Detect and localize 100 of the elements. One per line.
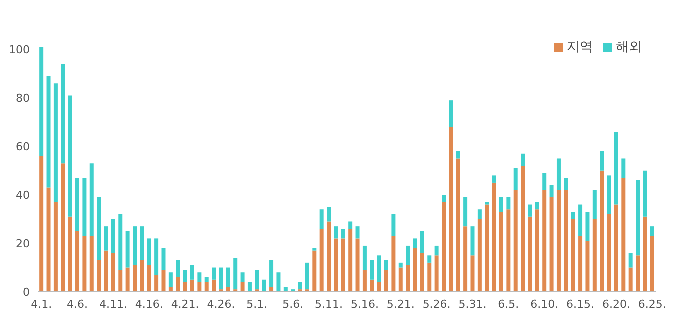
bar — [362, 270, 367, 292]
x-tick-label: 6.5. — [498, 298, 520, 311]
bar — [162, 270, 166, 292]
bar — [61, 64, 66, 164]
bar — [176, 260, 180, 278]
bar — [564, 190, 568, 292]
bar — [226, 287, 230, 292]
y-tick-label: 80 — [16, 92, 30, 106]
bar — [614, 204, 618, 292]
bar — [40, 47, 44, 156]
bar — [204, 277, 209, 282]
bar — [420, 253, 424, 292]
bar — [320, 210, 324, 229]
bar — [442, 202, 446, 292]
bar — [636, 256, 640, 292]
bar — [154, 275, 159, 292]
bar — [46, 76, 51, 188]
bar — [270, 287, 274, 292]
bar — [104, 250, 108, 292]
bar — [212, 280, 216, 292]
bar — [535, 210, 540, 292]
x-tick-label: 5.11. — [315, 298, 344, 311]
bar — [428, 262, 432, 292]
bar — [140, 226, 144, 260]
bar — [449, 127, 454, 292]
bar — [377, 282, 382, 292]
bar — [492, 182, 496, 292]
bar — [550, 185, 554, 198]
bar — [392, 214, 396, 236]
bar — [521, 166, 526, 292]
bar — [535, 202, 540, 210]
bar — [528, 204, 532, 217]
bar — [592, 219, 597, 292]
bar — [600, 170, 604, 292]
y-tick-label: 100 — [9, 44, 30, 57]
bar — [384, 260, 389, 270]
bar — [54, 84, 58, 202]
bar — [406, 246, 410, 266]
bar — [514, 168, 518, 190]
bar — [255, 270, 260, 290]
bar — [54, 202, 58, 292]
bar — [521, 154, 526, 166]
bar — [320, 229, 324, 292]
bar — [183, 270, 188, 282]
bar — [478, 219, 482, 292]
bar — [68, 216, 72, 292]
x-tick-label: 5.6. — [282, 298, 304, 311]
bar — [61, 164, 66, 292]
bar — [586, 241, 590, 292]
bar — [571, 212, 576, 220]
bar — [499, 198, 504, 212]
bar — [370, 260, 374, 280]
legend-label: 지역 — [567, 40, 593, 55]
bar — [82, 178, 87, 236]
bar — [198, 282, 202, 292]
bar — [133, 265, 137, 292]
bar — [607, 176, 612, 214]
bar — [90, 164, 94, 236]
bar — [140, 260, 144, 292]
bar — [68, 96, 72, 217]
bar — [478, 210, 482, 220]
bar — [442, 195, 446, 202]
bar — [628, 268, 633, 292]
bar — [542, 190, 547, 292]
bar — [506, 210, 511, 292]
bar — [76, 231, 80, 292]
bar — [104, 226, 108, 251]
bar — [111, 253, 116, 292]
x-tick-label: 6.25. — [638, 298, 666, 311]
bar — [212, 268, 216, 280]
bar — [578, 236, 583, 292]
bar — [528, 216, 532, 292]
bar — [464, 226, 468, 292]
x-tick-label: 4.16. — [135, 298, 164, 311]
bar — [312, 248, 317, 251]
bar — [392, 236, 396, 292]
bar — [650, 226, 654, 236]
bar — [240, 282, 245, 292]
x-tick-label: 4.6. — [67, 298, 88, 311]
bar — [46, 188, 51, 292]
bar — [190, 265, 194, 280]
bar — [97, 198, 102, 260]
bar — [470, 256, 475, 292]
bar — [499, 212, 504, 292]
legend-label: 해외 — [616, 40, 642, 55]
bar — [485, 204, 490, 292]
bar — [183, 282, 188, 292]
bar — [470, 226, 475, 256]
x-tick-label: 4.1. — [31, 298, 52, 311]
bar — [628, 253, 633, 268]
bar — [118, 270, 123, 292]
x-tick-label: 5.26. — [422, 298, 451, 311]
bar — [270, 260, 274, 288]
bar — [506, 198, 511, 210]
bar — [356, 226, 360, 239]
bar — [434, 256, 439, 292]
bar — [362, 246, 367, 270]
bar — [40, 156, 44, 292]
bar — [147, 265, 152, 292]
bar — [133, 226, 137, 266]
